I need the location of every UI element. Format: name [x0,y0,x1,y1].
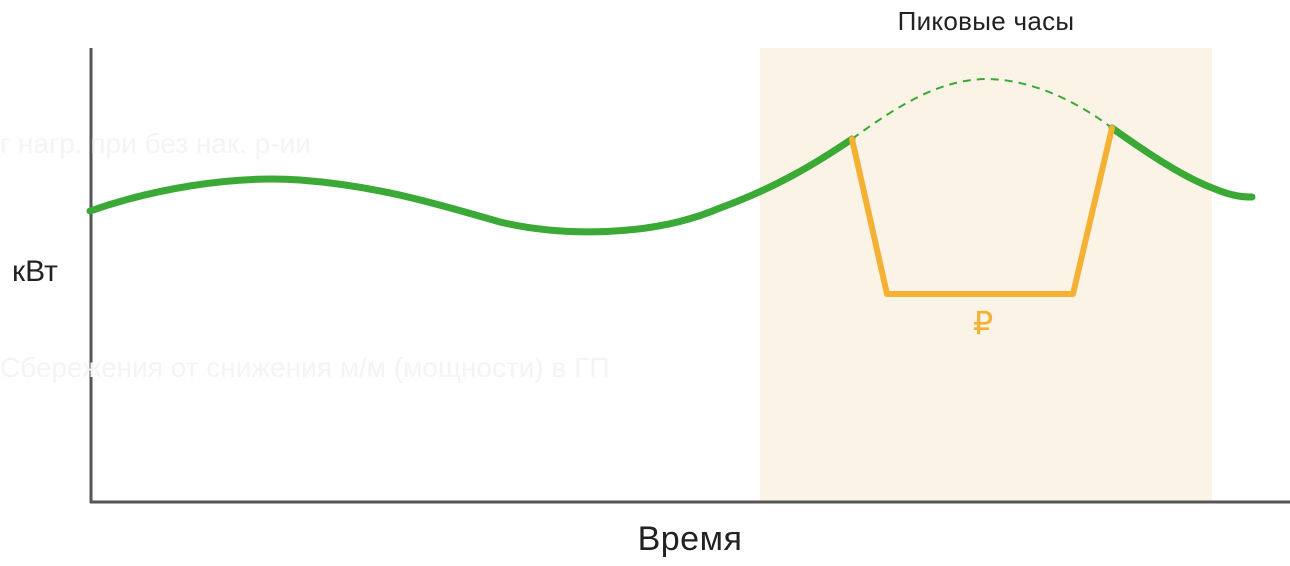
y-axis-label: кВт [12,255,58,288]
faint-annotation-bottom: Сбережения от снижения м/м (мощности) в … [0,352,610,383]
consumption-curve-after-peak [1108,124,1256,201]
x-axis-label: Время [637,520,743,558]
consumption-curve [86,135,856,236]
faint-annotation-top: г нагр. при без нак. р-ии [0,128,311,159]
peak-hours-zone [760,48,1212,502]
storage-reduced-curve [849,125,1115,297]
consumption-curve-without-storage [851,77,1113,140]
peak-hours-label: Пиковые часы [897,6,1075,36]
savings-ruble-symbol: ₽ [973,304,993,342]
